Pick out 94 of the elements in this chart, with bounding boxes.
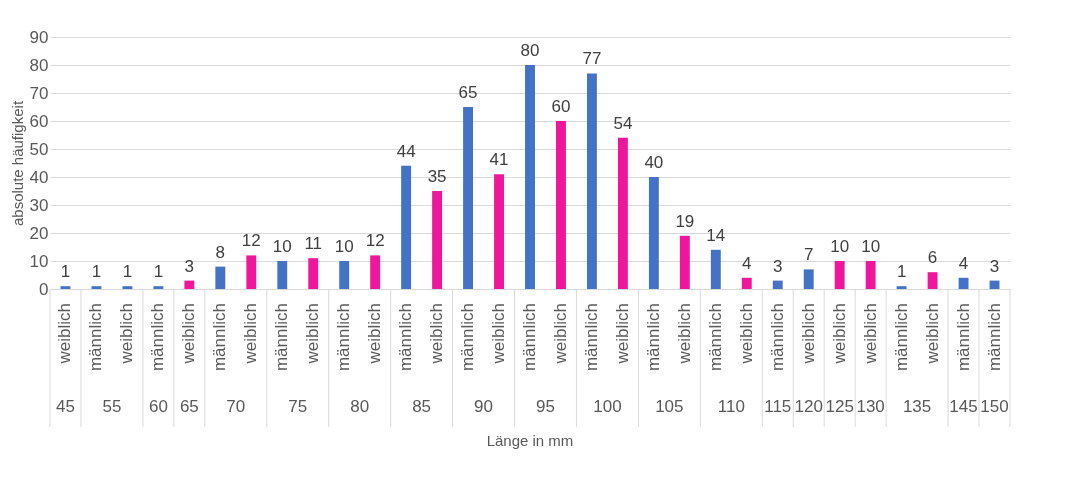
text: männlich — [643, 303, 663, 372]
y-tick-label: 80 — [29, 55, 49, 75]
data-label: 10 — [334, 237, 354, 256]
data-label: 60 — [551, 97, 571, 116]
text: männlich — [891, 303, 911, 372]
y-tick-label: 20 — [29, 223, 49, 243]
text: männlich — [272, 303, 292, 372]
x-tick-label: 85 — [412, 397, 432, 416]
data-label: 1 — [91, 262, 102, 282]
text: männlich — [86, 303, 106, 372]
text: weiblich — [798, 303, 818, 364]
y-tick-label: 70 — [29, 83, 49, 103]
x-tick-label: 125 — [825, 397, 854, 416]
data-label: 1 — [60, 262, 71, 282]
data-label: 10 — [861, 237, 881, 256]
data-label: 1 — [153, 262, 164, 282]
text: weiblich — [489, 303, 509, 365]
text: weiblich — [829, 303, 849, 364]
x-tick-label: 45 — [56, 397, 75, 416]
y-axis-title: absolute häufigkeit — [8, 100, 26, 227]
text: männlich — [210, 303, 230, 372]
data-label: 11 — [304, 234, 323, 254]
data-label: 44 — [396, 141, 416, 161]
text: männlich — [767, 303, 787, 372]
y-tick-label: 90 — [29, 27, 49, 47]
text: weiblich — [241, 303, 261, 364]
data-label: 10 — [830, 237, 850, 256]
x-tick-label: 120 — [794, 397, 823, 416]
text: männlich — [953, 303, 973, 372]
text: männlich — [148, 303, 168, 372]
data-label: 8 — [215, 242, 226, 262]
x-tick-label: 145 — [949, 397, 978, 416]
data-label: 14 — [706, 225, 726, 245]
text: männlich — [705, 303, 725, 372]
text: männlich — [458, 303, 478, 372]
data-label: 12 — [241, 231, 261, 251]
x-tick-label: 75 — [288, 397, 308, 416]
data-label: 4 — [742, 253, 752, 273]
text: männlich — [984, 303, 1004, 372]
data-label: 3 — [184, 256, 195, 276]
data-label: 80 — [520, 41, 540, 60]
data-label: 1 — [122, 262, 133, 282]
x-tick-label: 55 — [102, 397, 122, 416]
data-label: 40 — [644, 153, 664, 172]
data-label: 35 — [427, 167, 447, 186]
x-tick-label: 95 — [536, 397, 555, 416]
x-tick-label: 65 — [179, 397, 199, 416]
text: weiblich — [365, 303, 385, 364]
data-label: 4 — [958, 253, 969, 273]
data-label: 7 — [803, 245, 814, 265]
data-label: 10 — [272, 237, 292, 256]
x-tick-label: 150 — [980, 397, 1009, 416]
x-axis-title: Länge in mm — [486, 432, 574, 449]
text: männlich — [520, 303, 539, 372]
text: weiblich — [550, 303, 570, 364]
text: weiblich — [303, 303, 323, 364]
data-label: 65 — [458, 83, 478, 102]
text: weiblich — [612, 303, 632, 364]
text: männlich — [581, 303, 601, 372]
y-tick-label: 40 — [29, 167, 49, 187]
data-label: 19 — [675, 211, 695, 231]
x-tick-label: 110 — [717, 397, 745, 416]
text: weiblich — [117, 303, 137, 364]
y-tick-label: 30 — [29, 195, 49, 215]
data-label: 54 — [613, 113, 633, 133]
text: weiblich — [179, 303, 199, 364]
data-label: 6 — [927, 248, 938, 268]
y-tick-label: 50 — [29, 139, 49, 159]
x-tick-label: 135 — [902, 397, 932, 416]
text: weiblich — [427, 303, 447, 364]
text: männlich — [334, 303, 354, 372]
text: weiblich — [674, 303, 694, 364]
y-tick-label: 60 — [29, 111, 49, 131]
text: männlich — [396, 303, 416, 372]
x-tick-label: 105 — [655, 397, 684, 416]
x-tick-label: 115 — [764, 397, 792, 416]
data-label: 1 — [896, 262, 907, 282]
x-tick-label: 100 — [593, 397, 622, 416]
y-tick-label: 10 — [29, 251, 49, 271]
data-label: 77 — [582, 49, 602, 69]
data-label: 3 — [989, 256, 1000, 276]
text: weiblich — [922, 303, 942, 364]
data-label: 3 — [773, 256, 783, 276]
data-label: 12 — [365, 231, 385, 251]
x-tick-label: 80 — [350, 397, 370, 416]
data-label: 41 — [489, 150, 509, 170]
y-tick-label: 0 — [39, 279, 49, 299]
x-tick-label: 70 — [226, 397, 246, 416]
x-tick-label: 60 — [148, 397, 168, 416]
text: weiblich — [860, 303, 880, 364]
x-tick-label: 130 — [856, 397, 885, 416]
text: weiblich — [736, 303, 756, 364]
text: weiblich — [55, 303, 75, 364]
x-tick-label: 90 — [474, 397, 494, 416]
